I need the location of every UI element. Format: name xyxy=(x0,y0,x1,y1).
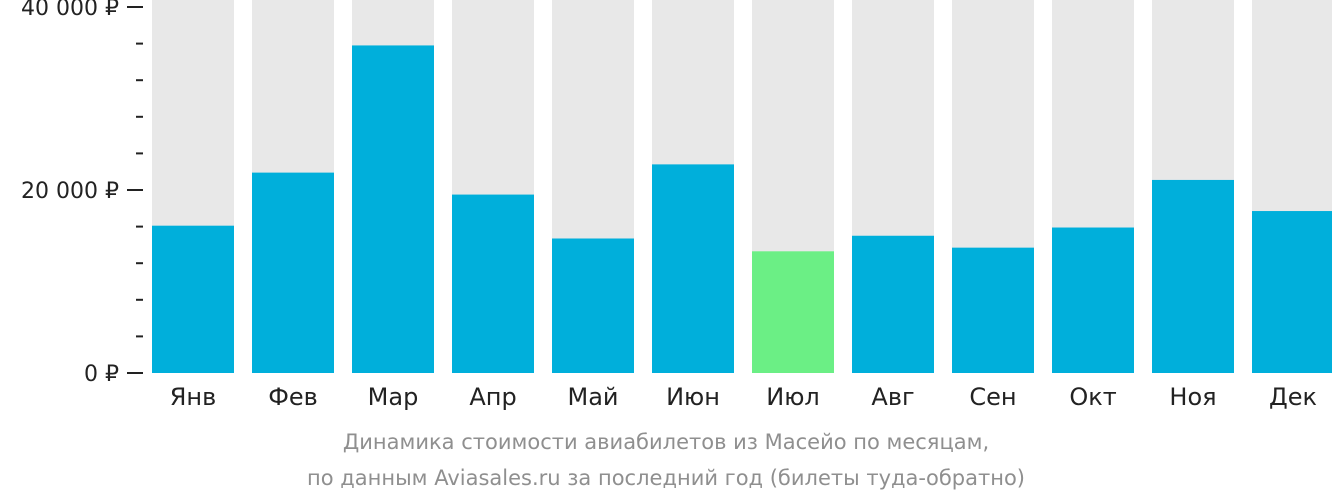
bars xyxy=(152,45,1332,374)
x-tick-label-7: Июл xyxy=(766,383,820,411)
x-tick-label-11: Ноя xyxy=(1169,383,1216,411)
bar-12 xyxy=(1252,211,1332,373)
x-tick-label-4: Апр xyxy=(469,383,516,411)
bar-3 xyxy=(352,45,434,374)
x-tick-label-10: Окт xyxy=(1069,383,1116,411)
bar-5 xyxy=(552,238,634,373)
x-tick-label-9: Сен xyxy=(969,383,1016,411)
x-tick-label-5: Май xyxy=(567,383,618,411)
x-tick-label-6: Июн xyxy=(666,383,720,411)
bar-4 xyxy=(452,194,534,373)
x-tick-label-3: Мар xyxy=(368,383,419,411)
chart-caption-line-2: по данным Aviasales.ru за последний год … xyxy=(307,466,1025,490)
bar-8 xyxy=(852,235,934,373)
x-tick-label-12: Дек xyxy=(1269,383,1317,411)
bar-1 xyxy=(152,225,234,373)
bar-10 xyxy=(1052,227,1134,373)
bar-7 xyxy=(752,251,834,373)
bar-2 xyxy=(252,172,334,373)
x-tick-label-2: Фев xyxy=(268,383,318,411)
y-tick-label-2: 20 000 ₽ xyxy=(21,179,119,204)
bar-6 xyxy=(652,164,734,373)
x-axis: Янв Фев Мар Апр Май Июн Июл Авг Сен Окт Ноя Дек xyxy=(170,383,1317,411)
x-tick-label-1: Янв xyxy=(170,383,217,411)
x-tick-label-8: Авг xyxy=(871,383,914,411)
y-tick-label-1: 0 ₽ xyxy=(84,362,119,387)
bar-11 xyxy=(1152,179,1234,373)
y-axis: 0 ₽ 20 000 ₽ 40 000 ₽ xyxy=(21,0,143,387)
bar-9 xyxy=(952,247,1034,373)
price-bar-chart: 0 ₽ 20 000 ₽ 40 000 ₽ Янв Фев Мар Апр Май Июн Ию… xyxy=(21,0,1332,411)
chart-caption-line-1: Динамика стоимости авиабилетов из Масейо… xyxy=(342,430,990,454)
y-tick-label-3: 40 000 ₽ xyxy=(21,0,119,21)
